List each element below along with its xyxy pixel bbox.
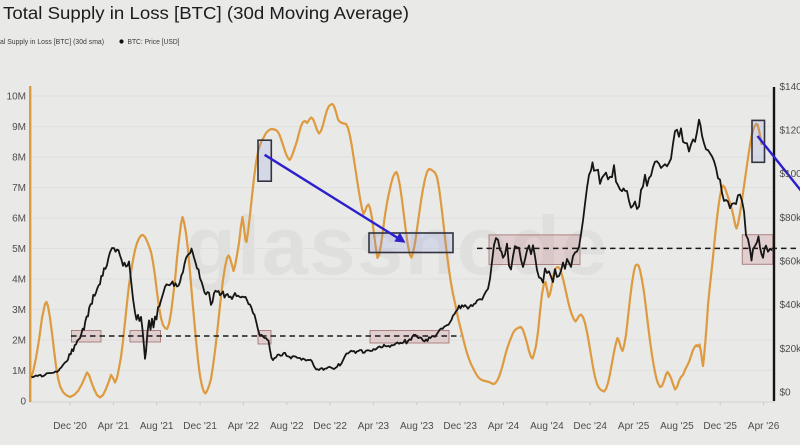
svg-text:Total Supply in Loss [BTC] (30: Total Supply in Loss [BTC] (30d Moving A… <box>3 3 409 23</box>
svg-text:8M: 8M <box>12 153 26 164</box>
svg-text:$20k: $20k <box>780 344 800 355</box>
svg-text:Dec '22: Dec '22 <box>313 421 347 432</box>
svg-text:6M: 6M <box>12 214 26 225</box>
svg-text:Apr '23: Apr '23 <box>358 421 390 432</box>
svg-text:Apr '24: Apr '24 <box>488 421 520 432</box>
svg-text:Aug '21: Aug '21 <box>140 421 174 432</box>
svg-text:Aug '25: Aug '25 <box>660 421 694 432</box>
svg-text:$60k: $60k <box>780 257 800 268</box>
svg-text:3M: 3M <box>12 305 26 316</box>
svg-text:Apr '21: Apr '21 <box>98 421 130 432</box>
svg-text:1M: 1M <box>12 366 26 377</box>
svg-text:$120k: $120k <box>780 126 800 137</box>
svg-text:Dec '25: Dec '25 <box>703 421 737 432</box>
svg-text:$100k: $100k <box>780 169 800 180</box>
svg-text:4M: 4M <box>12 275 26 286</box>
svg-text:0: 0 <box>20 397 26 408</box>
svg-text:Aug '24: Aug '24 <box>530 421 564 432</box>
svg-text:Dec '24: Dec '24 <box>573 421 607 432</box>
svg-text:al Supply in Loss [BTC] (30d s: al Supply in Loss [BTC] (30d sma) <box>0 37 104 46</box>
svg-text:Dec '23: Dec '23 <box>443 421 477 432</box>
svg-text:$80k: $80k <box>780 213 800 224</box>
svg-text:$0: $0 <box>780 388 792 399</box>
svg-text:Aug '22: Aug '22 <box>270 421 304 432</box>
svg-text:5M: 5M <box>12 244 26 255</box>
svg-text:2M: 2M <box>12 336 26 347</box>
svg-text:Apr '26: Apr '26 <box>748 421 780 432</box>
svg-text:BTC: Price [USD]: BTC: Price [USD] <box>128 37 180 46</box>
svg-text:Dec '21: Dec '21 <box>183 421 217 432</box>
svg-text:Dec '20: Dec '20 <box>53 421 87 432</box>
svg-text:7M: 7M <box>12 183 26 194</box>
svg-text:glassnode: glassnode <box>185 199 609 292</box>
svg-text:$140k: $140k <box>780 82 800 93</box>
svg-text:Apr '25: Apr '25 <box>618 421 650 432</box>
svg-text:10M: 10M <box>7 92 26 103</box>
svg-text:$40k: $40k <box>780 300 800 311</box>
svg-text:9M: 9M <box>12 122 26 133</box>
svg-text:Apr '22: Apr '22 <box>228 421 260 432</box>
svg-text:Aug '23: Aug '23 <box>400 421 434 432</box>
